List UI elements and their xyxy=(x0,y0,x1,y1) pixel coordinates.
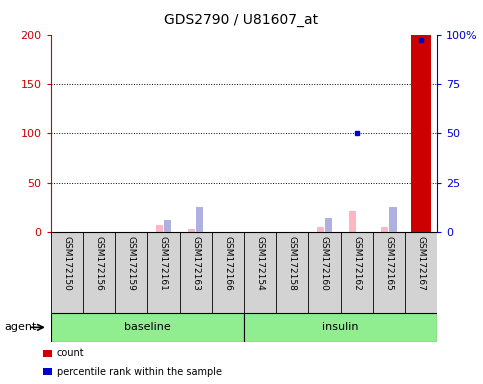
Text: GSM172156: GSM172156 xyxy=(95,237,103,291)
Text: baseline: baseline xyxy=(124,322,170,333)
Bar xyxy=(317,227,324,232)
Text: GSM172163: GSM172163 xyxy=(191,237,200,291)
Text: agent: agent xyxy=(5,322,37,333)
Text: GDS2790 / U81607_at: GDS2790 / U81607_at xyxy=(164,13,319,27)
Text: GSM172158: GSM172158 xyxy=(288,237,297,291)
Text: GSM172165: GSM172165 xyxy=(384,237,393,291)
Text: GSM172160: GSM172160 xyxy=(320,237,329,291)
Bar xyxy=(156,225,163,232)
Bar xyxy=(349,210,356,232)
Text: GSM172162: GSM172162 xyxy=(352,237,361,291)
Text: GSM172166: GSM172166 xyxy=(223,237,232,291)
Bar xyxy=(411,35,431,232)
Text: insulin: insulin xyxy=(322,322,359,333)
Bar xyxy=(389,207,397,232)
Text: count: count xyxy=(57,348,85,358)
Text: GSM172159: GSM172159 xyxy=(127,237,136,291)
Text: GSM172150: GSM172150 xyxy=(62,237,71,291)
Text: GSM172154: GSM172154 xyxy=(256,237,265,291)
Bar xyxy=(325,218,332,232)
Bar xyxy=(164,220,171,232)
FancyBboxPatch shape xyxy=(51,313,244,342)
Bar xyxy=(196,207,203,232)
FancyBboxPatch shape xyxy=(244,313,437,342)
Text: GSM172167: GSM172167 xyxy=(416,237,426,291)
Bar xyxy=(188,229,195,232)
Text: percentile rank within the sample: percentile rank within the sample xyxy=(57,367,222,377)
Bar xyxy=(381,227,388,232)
Text: GSM172161: GSM172161 xyxy=(159,237,168,291)
